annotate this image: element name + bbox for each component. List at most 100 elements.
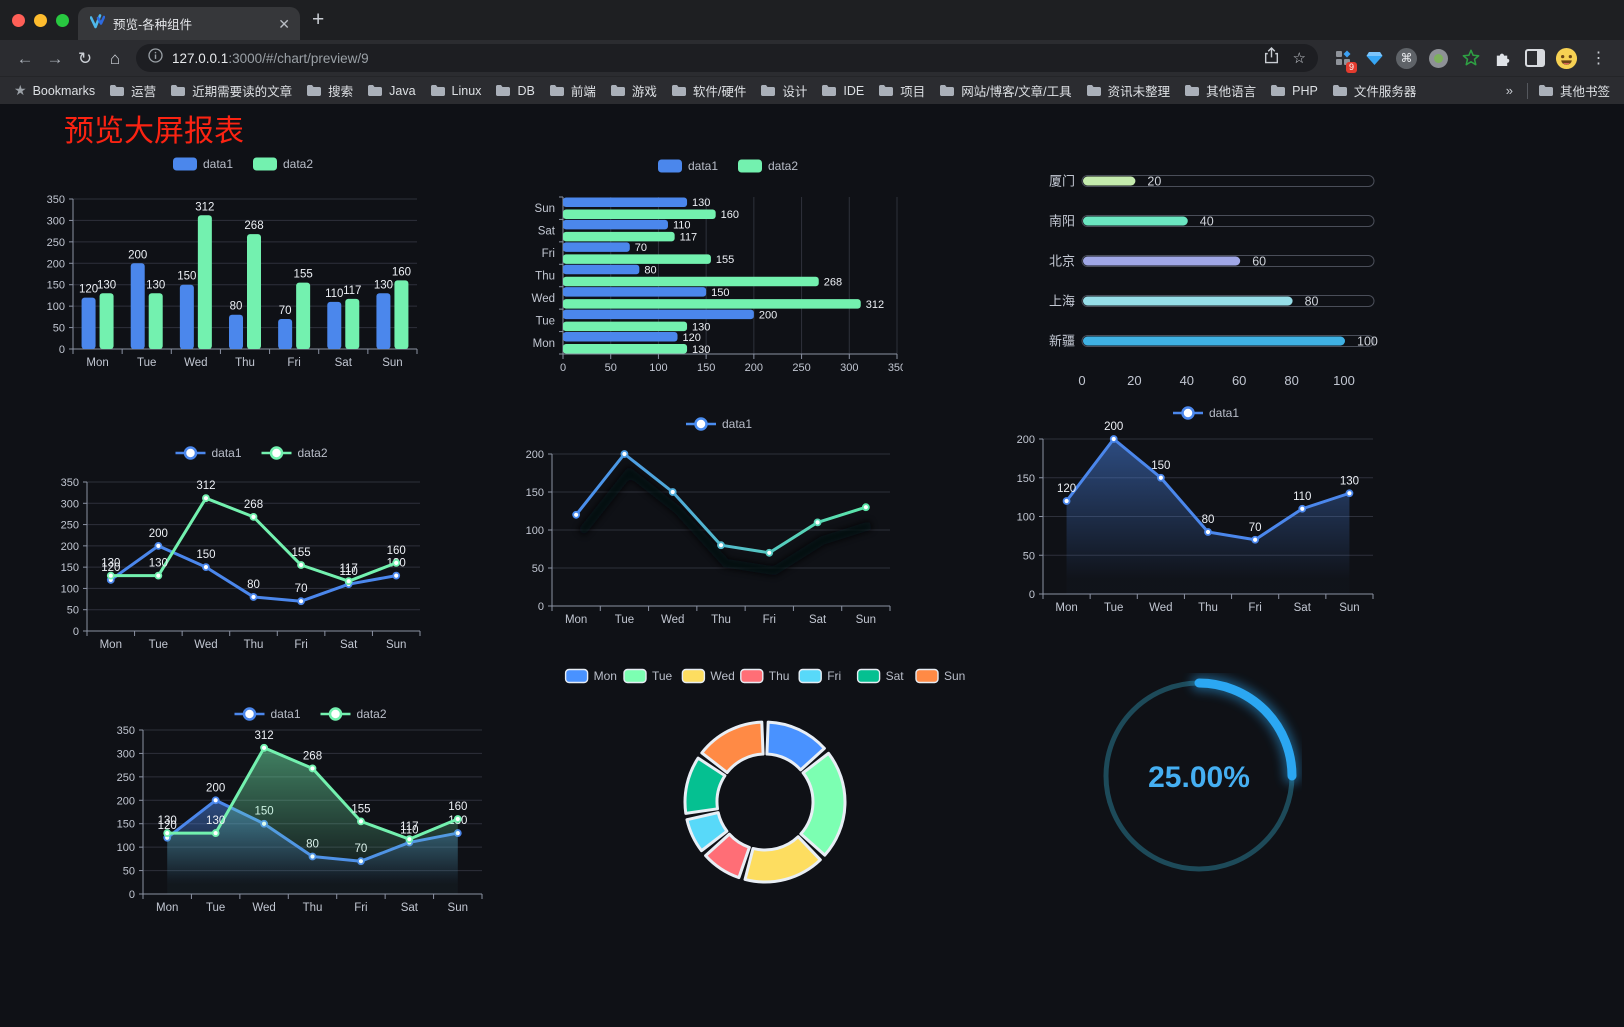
bar-data2-Sun[interactable] bbox=[563, 209, 716, 219]
legend-item-data1[interactable]: data1 bbox=[234, 707, 301, 721]
browser-tab[interactable]: 预览-各种组件 ✕ bbox=[78, 7, 300, 40]
pie-slice-Fri[interactable] bbox=[685, 811, 729, 853]
grouped-bar-chart[interactable]: 0 50 100 150 200 250 300 350 Mon Tue Wed Thu Fri Sat S… bbox=[45, 151, 435, 373]
data-point[interactable] bbox=[163, 829, 172, 837]
data-point[interactable] bbox=[1156, 473, 1165, 482]
legend-item-data2[interactable]: data2 bbox=[738, 159, 798, 173]
legend-item-Fri[interactable]: Fri bbox=[798, 668, 841, 684]
window-zoom-button[interactable] bbox=[56, 14, 69, 27]
bookmarks-manager-item[interactable]: ★ Bookmarks bbox=[14, 82, 95, 99]
bar-data2-Fri[interactable] bbox=[296, 282, 311, 349]
data-point[interactable] bbox=[154, 541, 163, 550]
data-point[interactable] bbox=[1109, 435, 1118, 443]
data-point[interactable] bbox=[308, 764, 317, 773]
bar-data2-Mon[interactable] bbox=[99, 293, 114, 349]
extension-recorder-icon[interactable] bbox=[1426, 46, 1451, 71]
dual-line-canvas[interactable]: 0 50 100 150 200 250 300 350 Mon Tue Wed Thu Fri Sat S… bbox=[46, 439, 426, 663]
data-point[interactable] bbox=[572, 510, 581, 519]
progress-fill-南阳[interactable] bbox=[1083, 216, 1188, 226]
dual-area-canvas[interactable]: 0 50 100 150 200 250 300 350 Mon Tue Wed Thu Fri Sat S… bbox=[103, 701, 487, 923]
extension-command-icon[interactable]: ⌘ bbox=[1394, 46, 1419, 71]
bookmark-folder[interactable]: 游戏 bbox=[610, 81, 657, 100]
progress-fill-上海[interactable] bbox=[1083, 296, 1293, 306]
bar-data1-Sat[interactable] bbox=[563, 219, 668, 230]
bar-data1-Fri[interactable] bbox=[278, 319, 293, 349]
pie-slice-Wed[interactable] bbox=[743, 835, 822, 884]
bar-data2-Wed[interactable] bbox=[197, 215, 212, 349]
bookmarks-overflow-chevron[interactable]: » bbox=[1505, 83, 1513, 98]
week-donut-chart[interactable]: Mon Tue Wed Thu Fri Sat Sun bbox=[560, 663, 970, 908]
legend-item-data1[interactable]: data1 bbox=[175, 446, 242, 460]
browser-menu-icon[interactable]: ⋮ bbox=[1590, 50, 1607, 67]
pie-slice-Tue[interactable] bbox=[799, 751, 847, 857]
bookmark-folder[interactable]: 前端 bbox=[549, 81, 596, 100]
bar-data1-Sat[interactable] bbox=[327, 301, 342, 349]
legend-item-data1[interactable]: data1 bbox=[686, 417, 752, 431]
bookmark-folder[interactable]: 其他语言 bbox=[1184, 81, 1256, 100]
bookmark-folder[interactable]: 搜索 bbox=[306, 81, 353, 100]
bookmark-folder[interactable]: 资讯未整理 bbox=[1086, 81, 1170, 100]
bar-data1-Wed[interactable] bbox=[563, 287, 707, 297]
reload-icon[interactable]: ↻ bbox=[77, 48, 93, 68]
data-point[interactable] bbox=[1204, 528, 1212, 536]
data-point[interactable] bbox=[297, 561, 305, 569]
bar-data2-Wed[interactable] bbox=[563, 299, 861, 309]
extension-gem-icon[interactable] bbox=[1362, 46, 1387, 71]
data-point[interactable] bbox=[392, 558, 401, 567]
bar-data2-Tue[interactable] bbox=[563, 321, 688, 332]
data-point[interactable] bbox=[1298, 504, 1307, 513]
sidebar-toggle-icon[interactable] bbox=[1522, 46, 1547, 71]
data-point[interactable] bbox=[765, 548, 774, 557]
profile-avatar[interactable] bbox=[1554, 46, 1579, 71]
bar-data2-Sun[interactable] bbox=[394, 280, 409, 349]
data-point[interactable] bbox=[620, 450, 629, 458]
gradient-line-chart[interactable]: 0 50 100 150 200 Mon Tue Wed Thu Fri Sat Sun data1 bbox=[503, 409, 895, 637]
bookmark-folder[interactable]: Java bbox=[367, 84, 416, 98]
data-point[interactable] bbox=[249, 593, 258, 601]
bookmark-folder[interactable]: 网站/博客/文章/工具 bbox=[939, 81, 1072, 100]
legend-item-Mon[interactable]: Mon bbox=[564, 668, 617, 684]
legend-item-data2[interactable]: data2 bbox=[320, 707, 387, 721]
pie-slice-Sat[interactable] bbox=[683, 756, 727, 815]
legend-item-Thu[interactable]: Thu bbox=[740, 668, 790, 684]
home-icon[interactable]: ⌂ bbox=[109, 48, 121, 68]
gradient-line-canvas[interactable]: 0 50 100 150 200 Mon Tue Wed Thu Fri Sat Sun data1 bbox=[503, 409, 895, 637]
dual-line-chart[interactable]: 0 50 100 150 200 250 300 350 Mon Tue Wed Thu Fri Sat S… bbox=[46, 439, 426, 663]
percent-gauge-canvas[interactable]: 25.00% bbox=[1096, 673, 1302, 879]
legend-item-Sat[interactable]: Sat bbox=[856, 668, 905, 684]
data-point[interactable] bbox=[154, 571, 163, 580]
data-point[interactable] bbox=[249, 513, 258, 521]
data-point[interactable] bbox=[1062, 497, 1071, 505]
bar-data1-Mon[interactable] bbox=[81, 297, 96, 349]
bar-data1-Fri[interactable] bbox=[563, 242, 630, 252]
bookmark-folder[interactable]: 项目 bbox=[878, 81, 925, 100]
bar-data2-Mon[interactable] bbox=[563, 344, 688, 354]
forward-icon[interactable]: → bbox=[46, 48, 64, 68]
grouped-bar-canvas[interactable]: 0 50 100 150 200 250 300 350 Mon Tue Wed Thu Fri Sat S… bbox=[45, 151, 435, 373]
city-progress-chart[interactable]: 厦门 20 南阳 40 北京 60 上海 80 新疆 100 0 20 40 60 80 100 bbox=[985, 151, 1389, 391]
bar-data1-Mon[interactable] bbox=[563, 332, 678, 342]
bookmark-folder[interactable]: DB bbox=[495, 84, 535, 98]
extension-star-icon[interactable] bbox=[1458, 46, 1483, 71]
data-point[interactable] bbox=[405, 835, 414, 844]
legend-item-data2[interactable]: data2 bbox=[261, 446, 328, 460]
legend-item-Sun[interactable]: Sun bbox=[915, 668, 965, 684]
bar-data1-Tue[interactable] bbox=[130, 263, 145, 349]
bookmark-folder[interactable]: 软件/硬件 bbox=[671, 81, 746, 100]
data-point[interactable] bbox=[392, 571, 401, 580]
city-progress-canvas[interactable]: 厦门 20 南阳 40 北京 60 上海 80 新疆 100 0 20 40 60 80 100 bbox=[985, 151, 1389, 391]
data-point[interactable] bbox=[1345, 489, 1354, 498]
bar-data2-Fri[interactable] bbox=[563, 254, 711, 264]
data-point[interactable] bbox=[202, 563, 210, 572]
bar-data1-Thu[interactable] bbox=[563, 264, 640, 275]
bar-data2-Tue[interactable] bbox=[148, 293, 163, 349]
bar-data1-Thu[interactable] bbox=[229, 314, 243, 349]
pie-slice-Mon[interactable] bbox=[765, 720, 826, 772]
window-close-button[interactable] bbox=[12, 14, 25, 27]
site-info-icon[interactable] bbox=[148, 48, 163, 68]
share-icon[interactable] bbox=[1264, 47, 1279, 69]
extension-grid-icon[interactable]: 9 bbox=[1330, 46, 1357, 73]
legend-item-Tue[interactable]: Tue bbox=[623, 668, 673, 684]
other-bookmarks-folder[interactable]: 其他书签 bbox=[1538, 81, 1610, 100]
